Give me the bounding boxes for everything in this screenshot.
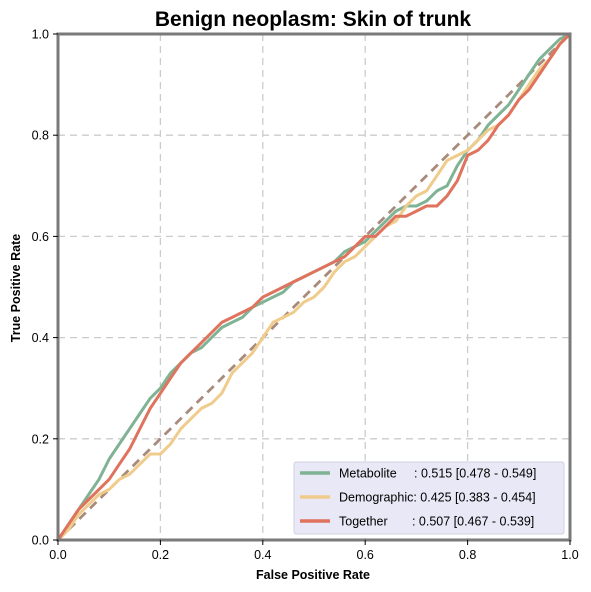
legend-label-together: Together : 0.507 [0.467 - 0.539]: [339, 515, 534, 529]
x-axis-label: False Positive Rate: [256, 568, 370, 582]
legend: Metabolite : 0.515 [0.478 - 0.549] Demogr…: [293, 461, 565, 535]
x-tick-label: 0.4: [254, 548, 271, 562]
y-tick-label: 0.0: [32, 534, 49, 548]
y-tick-label: 0.6: [32, 230, 49, 244]
y-tick-label: 0.2: [32, 432, 49, 446]
series-line-demographic: [56, 32, 572, 542]
x-axis-ticks: 0.0 0.2 0.4 0.6 0.8 1.0: [49, 540, 579, 562]
legend-box: [293, 461, 565, 535]
y-axis-ticks: 0.0 0.2 0.4 0.6 0.8 1.0: [32, 28, 58, 548]
plot-frame: [56, 32, 572, 542]
legend-label-metabolite: Metabolite : 0.515 [0.478 - 0.549]: [339, 467, 536, 481]
y-tick-label: 1.0: [32, 28, 49, 42]
series-lines: [56, 32, 572, 542]
x-tick-label: 0.6: [357, 548, 374, 562]
x-tick-label: 0.0: [49, 548, 66, 562]
series-line-together: [56, 32, 572, 542]
x-tick-label: 0.2: [152, 548, 169, 562]
grid: [58, 34, 570, 540]
y-axis-label: True Positive Rate: [9, 234, 23, 342]
legend-label-demographic: Demographic: 0.425 [0.383 - 0.454]: [339, 491, 536, 505]
y-tick-label: 0.8: [32, 129, 49, 143]
y-tick-label: 0.4: [32, 331, 49, 345]
x-tick-label: 0.8: [459, 548, 476, 562]
x-tick-label: 1.0: [561, 548, 578, 562]
chart-title: Benign neoplasm: Skin of trunk: [155, 8, 472, 31]
